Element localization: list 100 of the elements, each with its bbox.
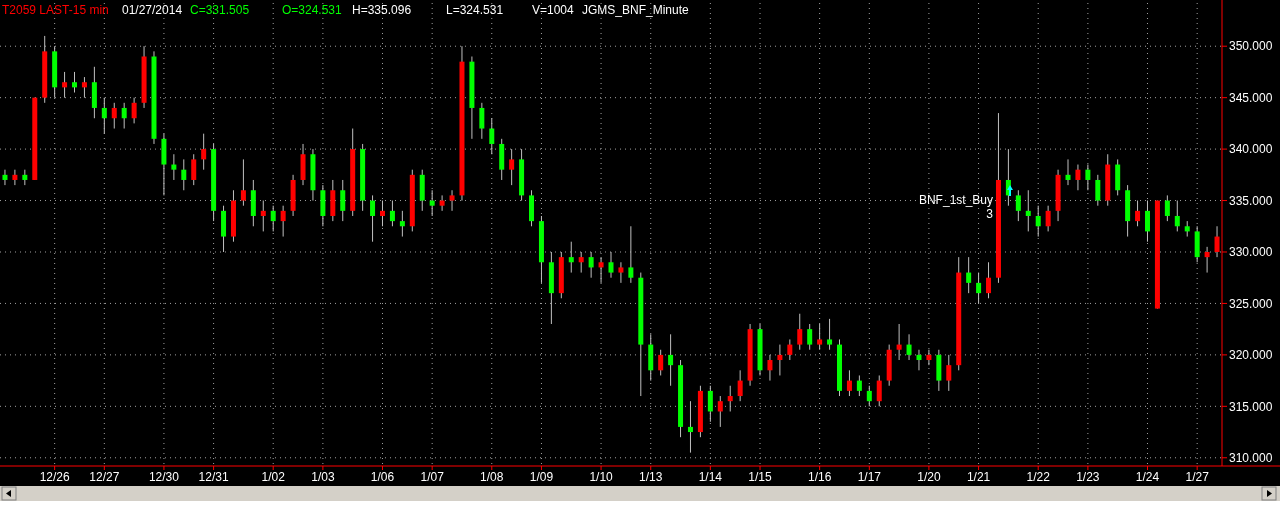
candlestick (370, 194, 376, 243)
candlestick (1085, 164, 1091, 191)
candlestick (1174, 200, 1180, 232)
candlestick (817, 323, 823, 351)
candlestick (966, 256, 972, 294)
candlestick (707, 385, 713, 423)
x-tick-label: 1/16 (807, 470, 832, 484)
candlestick (866, 385, 872, 407)
candlestick (1045, 205, 1051, 232)
candlestick (608, 251, 614, 279)
x-tick-label: 1/06 (370, 470, 395, 484)
x-tick-label: 12/30 (148, 470, 180, 484)
candlestick (1095, 174, 1101, 207)
candlestick (509, 148, 515, 186)
annotation: L=324.531 (446, 3, 504, 17)
chart-title: T2059 LAST-15 min (2, 3, 109, 17)
y-tick-label: 330.000 (1229, 245, 1273, 260)
candlestick (787, 338, 793, 361)
x-tick-label: 1/13 (639, 470, 663, 484)
y-tick-label: 310.000 (1229, 450, 1273, 465)
candlestick (1065, 158, 1071, 186)
y-tick-label: 350.000 (1229, 39, 1273, 54)
candlestick (727, 385, 733, 412)
candlestick (399, 210, 405, 238)
x-tick-label: 1/24 (1135, 470, 1160, 484)
candlestick (131, 97, 137, 124)
candlestick (926, 349, 932, 366)
y-tick-label: 345.000 (1229, 90, 1273, 105)
candlestick (429, 189, 435, 217)
candlestick (101, 97, 107, 135)
candlestick (598, 256, 604, 284)
annotation: 01/27/2014 (122, 3, 183, 17)
candlestick (628, 225, 634, 284)
candlestick (976, 272, 982, 304)
x-tick-label: 1/22 (1026, 470, 1051, 484)
candlestick (807, 323, 813, 351)
x-tick-label: 1/09 (529, 470, 554, 484)
candlestick (1144, 200, 1150, 243)
candlestick (260, 200, 266, 232)
candlestick (72, 71, 78, 94)
candlestick (240, 158, 246, 207)
y-tick-label: 320.000 (1229, 348, 1273, 363)
candlestick (827, 318, 833, 351)
candlestick (658, 349, 664, 376)
x-tick-label: 1/03 (311, 470, 335, 484)
candlestick (846, 369, 852, 397)
y-tick-label: 325.000 (1229, 296, 1273, 311)
annotation: JGMS_BNF_Minute (582, 3, 690, 17)
candlestick (668, 333, 674, 387)
candlestick (340, 179, 346, 222)
x-tick-label: 1/14 (698, 470, 723, 484)
candlestick (380, 200, 385, 227)
y-tick-label: 340.000 (1229, 142, 1273, 157)
candlestick (1204, 246, 1210, 274)
candlestick (906, 333, 912, 361)
candlestick (270, 205, 276, 232)
candlestick (946, 354, 952, 392)
candlestick (1135, 200, 1141, 227)
candlestick (111, 102, 117, 130)
candlestick (439, 194, 445, 212)
candlestick (479, 102, 485, 140)
candlestick (777, 344, 783, 376)
candlestick (876, 374, 882, 407)
candlestick (916, 349, 922, 371)
candlestick (489, 117, 495, 155)
x-tick-label: 1/23 (1076, 470, 1100, 484)
candlestick (568, 241, 574, 274)
candlestick (62, 71, 68, 99)
annotation: O=324.531 (282, 3, 343, 17)
candlestick (737, 369, 743, 402)
candlestick (389, 200, 395, 227)
candlestick (121, 102, 127, 130)
candlestick (181, 158, 187, 191)
candlestick (1164, 194, 1170, 222)
x-tick-label: 1/02 (261, 470, 286, 484)
x-tick-label: 1/27 (1185, 470, 1210, 484)
x-tick-label: 1/08 (480, 470, 504, 484)
candlestick (896, 323, 902, 361)
x-tick-label: 1/20 (917, 470, 941, 484)
y-tick-label: 335.000 (1229, 193, 1273, 208)
candlestick (1025, 189, 1031, 232)
x-tick-label: 12/27 (89, 470, 120, 484)
x-tick-label: 1/21 (966, 470, 991, 484)
x-tick-label: 12/26 (39, 470, 70, 484)
candlestick (191, 153, 197, 186)
candlestick (2, 169, 8, 186)
annotation: BNF_1st_Buy 3 (918, 193, 994, 221)
x-tick-label: 1/07 (420, 470, 445, 484)
y-tick-label: 315.000 (1229, 399, 1273, 414)
candlestick (1075, 164, 1081, 191)
candlestick (986, 261, 992, 299)
candlestick (201, 133, 207, 171)
annotation: C=331.505 (190, 3, 250, 17)
candlestick (1035, 205, 1041, 238)
annotation: V=1004 (532, 3, 575, 17)
candlestick (280, 205, 286, 238)
candlestick (171, 153, 177, 181)
x-tick-label: 1/17 (857, 470, 882, 484)
candlestick (618, 261, 624, 284)
candlestick (687, 400, 693, 454)
